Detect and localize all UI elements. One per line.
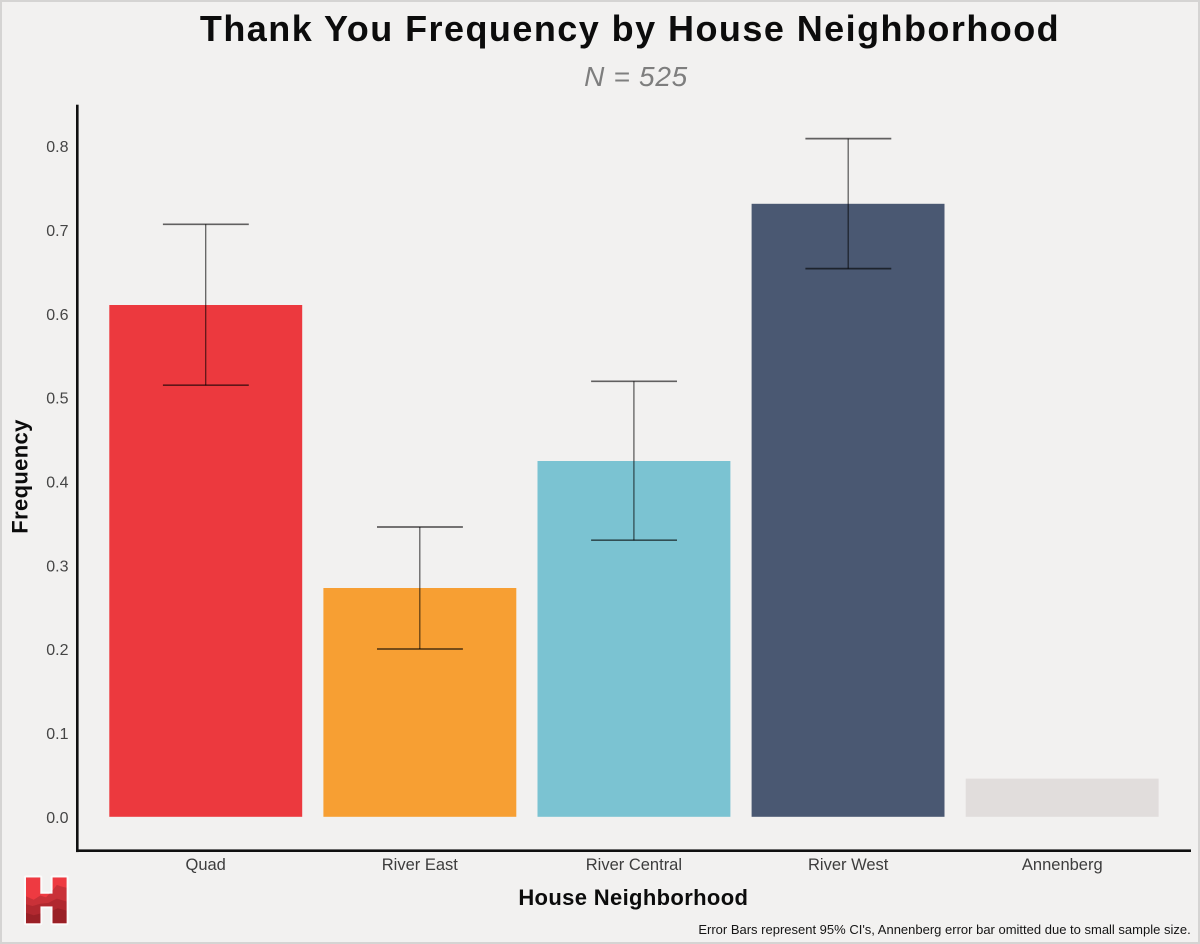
svg-text:0.1: 0.1 xyxy=(46,726,68,743)
svg-text:0.8: 0.8 xyxy=(46,139,68,156)
svg-text:0.5: 0.5 xyxy=(46,391,68,408)
svg-text:River West: River West xyxy=(808,856,889,874)
svg-text:Thank You Frequency by House N: Thank You Frequency by House Neighborhoo… xyxy=(200,8,1060,49)
svg-text:0.3: 0.3 xyxy=(46,558,68,575)
svg-text:0.7: 0.7 xyxy=(46,223,68,240)
svg-text:N = 525: N = 525 xyxy=(584,61,688,92)
svg-text:River Central: River Central xyxy=(586,856,682,874)
svg-text:0.0: 0.0 xyxy=(46,810,68,827)
svg-text:0.2: 0.2 xyxy=(46,642,68,659)
svg-text:Frequency: Frequency xyxy=(8,419,33,534)
svg-text:Error Bars represent 95% CI's,: Error Bars represent 95% CI's, Annenberg… xyxy=(698,922,1190,937)
svg-text:House Neighborhood: House Neighborhood xyxy=(518,885,748,910)
svg-text:0.4: 0.4 xyxy=(46,475,68,492)
svg-text:0.6: 0.6 xyxy=(46,307,68,324)
svg-text:River East: River East xyxy=(382,856,459,874)
svg-text:Annenberg: Annenberg xyxy=(1022,856,1103,874)
svg-text:Quad: Quad xyxy=(186,856,226,874)
